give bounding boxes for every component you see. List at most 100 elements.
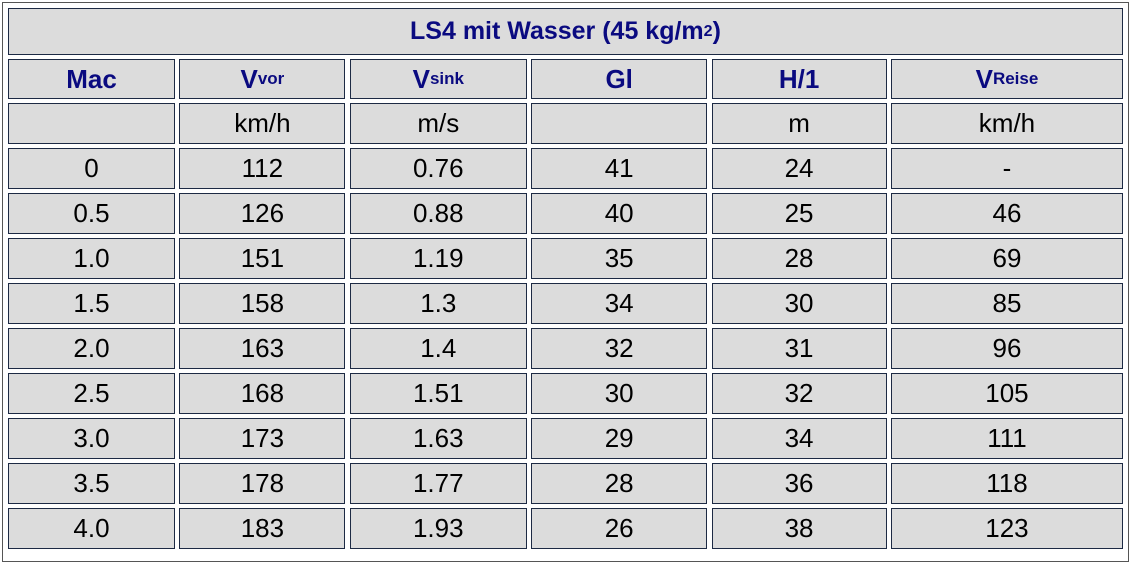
cell-text: 0.88 [412, 198, 464, 228]
data-cell: 96 [890, 328, 1123, 369]
cell-text: 34 [784, 423, 814, 453]
data-cell: 31 [711, 328, 887, 369]
data-cell: 0.76 [349, 148, 527, 189]
cell-text: 1.5 [73, 288, 110, 318]
data-cell: 69 [890, 238, 1123, 279]
data-cell: 1.4 [349, 328, 527, 369]
unit-cell [531, 103, 708, 144]
data-cell: 30 [531, 373, 708, 414]
cell-text: 178 [240, 468, 285, 498]
data-cell: 4.0 [8, 508, 175, 549]
cell-text: 0.5 [73, 198, 110, 228]
cell-text: 0 [84, 153, 99, 183]
data-cell: 34 [711, 418, 887, 459]
cell-text: 25 [784, 198, 814, 228]
cell-text: 3.5 [73, 468, 110, 498]
cell-text: 183 [240, 513, 285, 543]
cell-text: 69 [992, 243, 1022, 273]
data-cell: 28 [531, 463, 708, 504]
data-cell: 126 [179, 193, 346, 234]
data-cell: 41 [531, 148, 708, 189]
data-cell: 0.5 [8, 193, 175, 234]
data-cell: 28 [711, 238, 887, 279]
cell-text: 1.77 [412, 468, 464, 498]
data-cell: 1.19 [349, 238, 527, 279]
unit-text: m/s [417, 108, 460, 138]
cell-text: 112 [241, 153, 284, 183]
cell-text: 41 [604, 153, 634, 183]
data-cell: 168 [179, 373, 346, 414]
cell-text: 46 [992, 198, 1022, 228]
data-cell: 173 [179, 418, 346, 459]
data-cell: 1.51 [349, 373, 527, 414]
cell-text: 173 [240, 423, 285, 453]
data-cell: 163 [179, 328, 346, 369]
data-cell: 25 [711, 193, 887, 234]
cell-text: 168 [240, 378, 285, 408]
data-cell: 183 [179, 508, 346, 549]
data-cell: 1.77 [349, 463, 527, 504]
cell-text: 2.0 [73, 333, 110, 363]
data-cell: 29 [531, 418, 708, 459]
table-title: LS4 mit Wasser (45 kg/m 2) [8, 8, 1123, 55]
cell-text: 38 [784, 513, 814, 543]
cell-text: 24 [784, 153, 814, 183]
cell-text: 31 [784, 333, 814, 363]
cell-text: 2.5 [73, 378, 110, 408]
cell-text: 1.93 [412, 513, 464, 543]
unit-text: km/h [978, 108, 1036, 138]
cell-text: 163 [240, 333, 285, 363]
data-cell: 36 [711, 463, 887, 504]
data-cell: 34 [531, 283, 708, 324]
cell-text: 105 [985, 378, 1029, 408]
data-cell: - [890, 148, 1123, 189]
header-cell: Mac [8, 59, 175, 99]
header-text: Mac [66, 63, 117, 94]
data-cell: 2.5 [8, 373, 175, 414]
data-cell: 111 [890, 418, 1123, 459]
cell-text: 1.3 [420, 288, 457, 318]
cell-text: 3.0 [73, 423, 110, 453]
cell-text: 151 [240, 243, 285, 273]
unit-text: m [788, 108, 810, 138]
cell-text: 40 [604, 198, 634, 228]
unit-cell: m [711, 103, 887, 144]
data-cell: 1.0 [8, 238, 175, 279]
data-cell: 112 [179, 148, 346, 189]
cell-text: 28 [784, 243, 814, 273]
unit-cell: km/h [179, 103, 346, 144]
header-text: V [240, 63, 258, 94]
data-cell: 26 [531, 508, 708, 549]
data-cell: 123 [890, 508, 1123, 549]
cell-text: 1.63 [412, 423, 464, 453]
cell-text: 1.0 [73, 243, 110, 273]
cell-text: 32 [604, 333, 634, 363]
cell-text: 36 [784, 468, 814, 498]
cell-text: 96 [992, 333, 1022, 363]
data-cell: 30 [711, 283, 887, 324]
data-cell: 1.5 [8, 283, 175, 324]
unit-cell: m/s [349, 103, 527, 144]
data-cell: 85 [890, 283, 1123, 324]
cell-text: 85 [992, 288, 1022, 318]
cell-text: 32 [784, 378, 814, 408]
unit-cell [8, 103, 175, 144]
unit-cell: km/h [890, 103, 1123, 144]
cell-text: - [1002, 153, 1012, 183]
data-cell: 1.93 [349, 508, 527, 549]
data-cell: 46 [890, 193, 1123, 234]
cell-text: 26 [604, 513, 634, 543]
data-cell: 32 [711, 373, 887, 414]
cell-text: 30 [784, 288, 814, 318]
cell-text: 158 [240, 288, 285, 318]
data-cell: 35 [531, 238, 708, 279]
cell-text: 30 [604, 378, 634, 408]
data-cell: 118 [890, 463, 1123, 504]
cell-text: 4.0 [73, 513, 110, 543]
header-cell: Gl [531, 59, 708, 99]
data-cell: 38 [711, 508, 887, 549]
